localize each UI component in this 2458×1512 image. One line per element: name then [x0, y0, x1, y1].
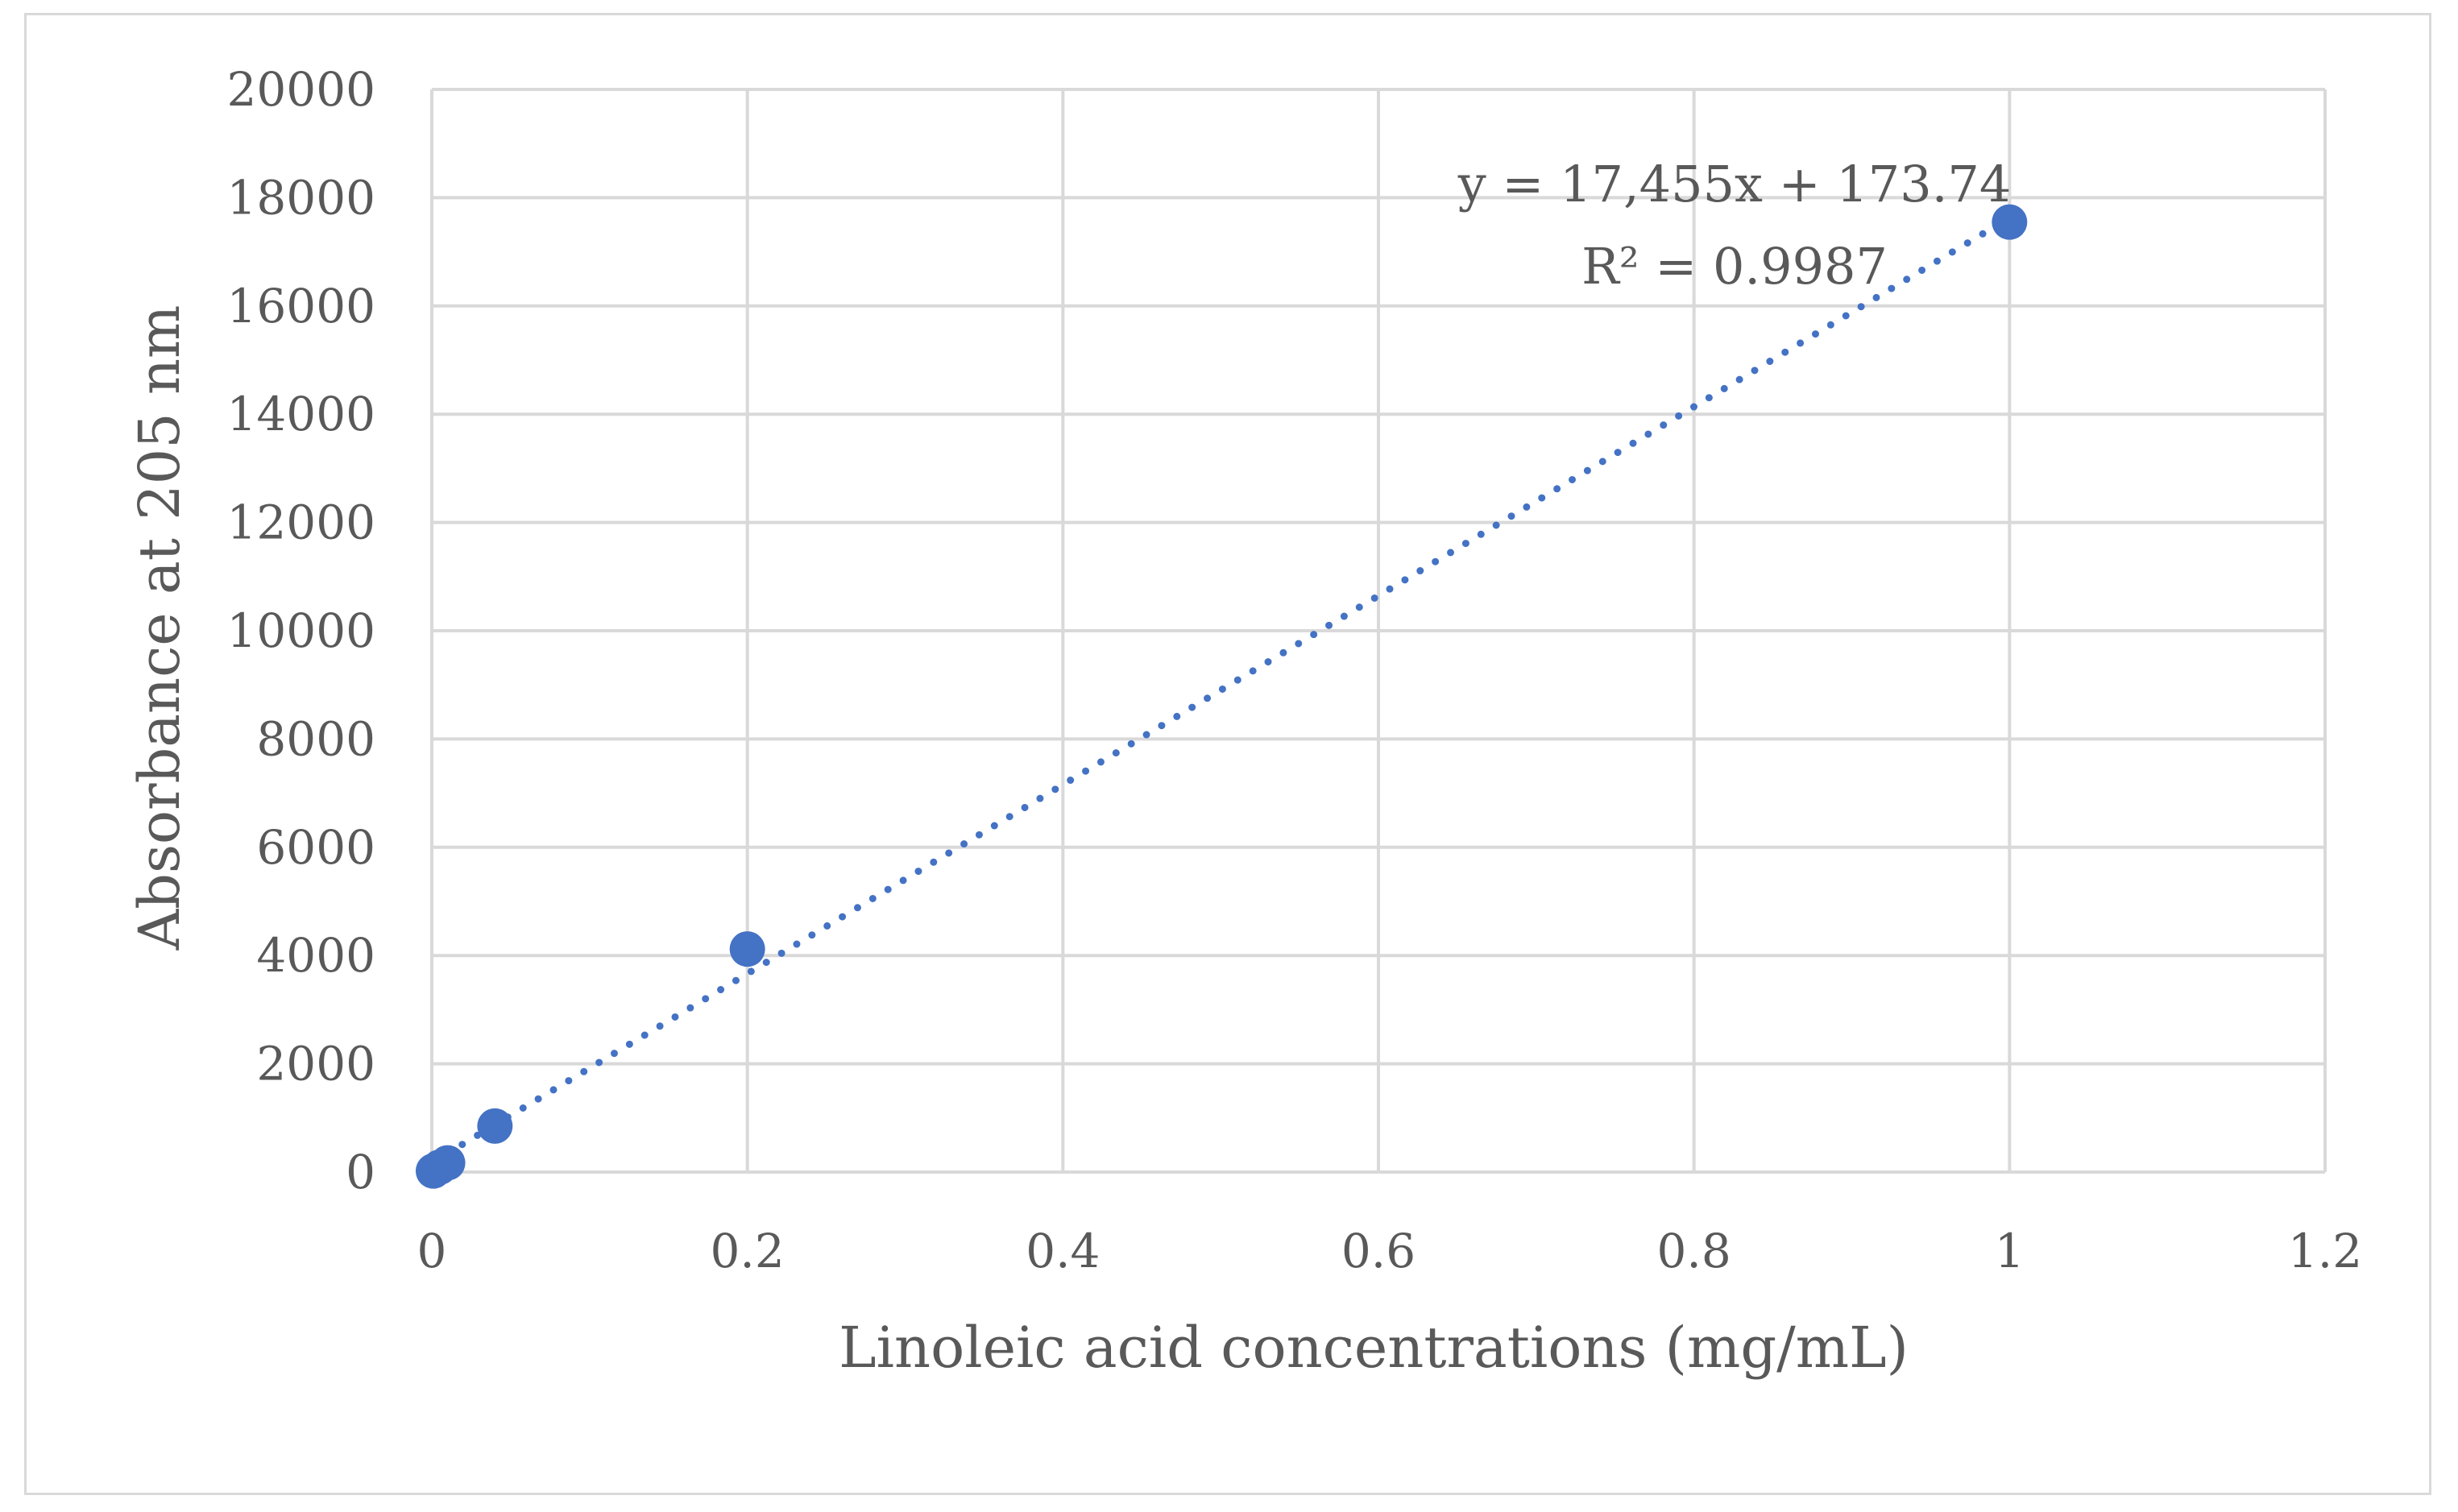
trendline [428, 213, 2013, 1166]
x-tick-label: 0 [417, 1224, 447, 1278]
y-tick-label: 12000 [226, 495, 375, 550]
r-squared-label: R² = 0.9987 [1581, 237, 1888, 296]
y-tick-label: 8000 [256, 711, 375, 766]
chart-frame [24, 13, 2431, 1495]
y-tick-label: 2000 [256, 1037, 375, 1092]
trendline-equation: y = 17,455x + 173.74 [1457, 155, 2012, 213]
y-tick-label: 20000 [226, 62, 375, 117]
x-axis-title: Linoleic acid concentrations (mg/mL) [839, 1315, 1909, 1381]
data-points [415, 204, 2028, 1189]
y-tick-label: 6000 [256, 820, 375, 875]
data-point [729, 931, 765, 967]
x-tick-label: 0.4 [1026, 1224, 1100, 1278]
data-point [429, 1145, 466, 1181]
trendline-layer [428, 213, 2013, 1166]
y-tick-label: 16000 [226, 279, 375, 333]
data-point [477, 1108, 513, 1144]
x-tick-label: 0.8 [1657, 1224, 1731, 1278]
y-tick-label: 4000 [256, 928, 375, 983]
x-tick-label: 0.6 [1341, 1224, 1416, 1278]
x-tick-label: 1.2 [2288, 1224, 2362, 1278]
y-tick-labels: 0 2000 4000 6000 8000 10000 12000 14000 16000 180… [226, 62, 375, 1199]
x-tick-label: 1 [1995, 1224, 2025, 1278]
y-tick-label: 18000 [226, 170, 375, 225]
data-point [1992, 204, 2028, 240]
y-tick-label: 14000 [226, 387, 375, 441]
y-tick-label: 10000 [226, 603, 375, 658]
x-tick-label: 0.2 [711, 1224, 785, 1278]
y-axis-title: Absorbance at 205 nm [126, 305, 193, 951]
x-tick-labels: 0 0.2 0.4 0.6 0.8 1 1.2 [417, 1224, 2363, 1278]
grid [430, 88, 2327, 1172]
y-tick-label: 0 [346, 1145, 375, 1199]
